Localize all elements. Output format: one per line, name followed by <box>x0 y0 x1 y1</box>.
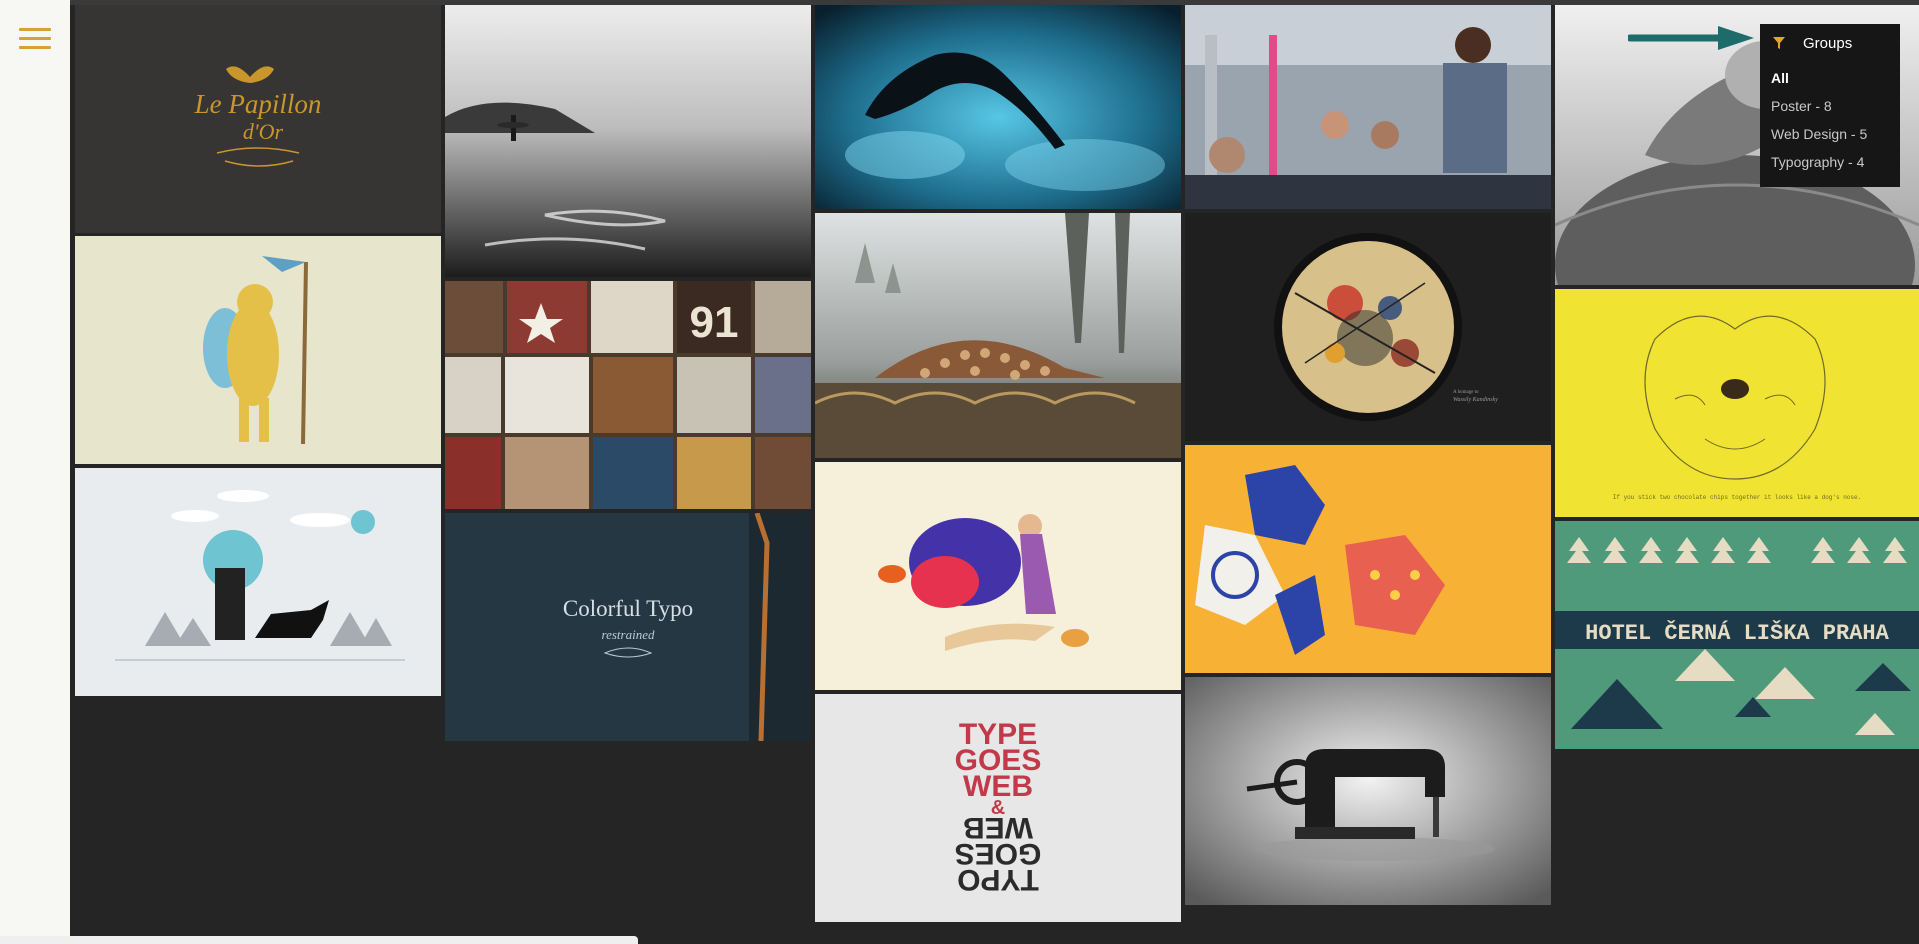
groups-filter-panel: Groups All Poster - 8 Web Design - 5 Typ… <box>1760 24 1900 187</box>
groups-filter-header[interactable]: Groups <box>1760 24 1900 64</box>
winter-artwork <box>75 468 441 696</box>
papillon-title: Le Papillon <box>194 89 322 119</box>
bulldog-caption: If you stick two chocolate chips togethe… <box>1613 494 1861 501</box>
hamburger-menu-icon[interactable] <box>19 28 51 52</box>
type-word-6: WEB <box>963 811 1033 844</box>
papillon-artwork: Le Papillon d'Or <box>75 5 441 233</box>
subway-photo <box>1185 5 1551 209</box>
filter-item-poster[interactable]: Poster - 8 <box>1771 92 1900 120</box>
filter-item-all[interactable]: All <box>1771 64 1900 92</box>
groups-filter-list: All Poster - 8 Web Design - 5 Typography… <box>1760 64 1900 176</box>
hotel-poster-artwork: HOTEL ČERNÁ LIŠKA PRAHA <box>1555 521 1919 749</box>
tile-papillon-dor[interactable]: Le Papillon d'Or <box>75 5 441 233</box>
tile-sewing-machine[interactable] <box>1185 677 1551 905</box>
tile-diver-clouds[interactable] <box>815 5 1181 209</box>
sewing-machine-photo <box>1185 677 1551 905</box>
portfolio-gallery: Le Papillon d'Or <box>70 5 1919 944</box>
filter-item-typography[interactable]: Typography - 4 <box>1771 148 1900 176</box>
tile-yeti-hiker[interactable] <box>75 236 441 464</box>
svg-text:91: 91 <box>690 298 739 347</box>
collage-photo: 91 <box>445 281 811 509</box>
tile-frog-girl[interactable] <box>815 462 1181 690</box>
kandinsky-caption-1: A homage to <box>1453 390 1479 395</box>
type-goes-web-artwork: TYPE GOES WEB & TYPO GOES WEB <box>815 694 1181 922</box>
browser-status-bar <box>0 936 638 944</box>
tile-winter-flute[interactable] <box>75 468 441 696</box>
frog-girl-artwork <box>815 462 1181 690</box>
tile-type-goes-web[interactable]: TYPE GOES WEB & TYPO GOES WEB <box>815 694 1181 922</box>
surfer-photo <box>445 5 811 277</box>
diver-photo <box>815 5 1181 209</box>
colorful-typo-artwork: Colorful Typo restrained <box>445 513 811 741</box>
kandinsky-caption-2: Wassily Kandinsky <box>1453 397 1498 403</box>
kandinsky-artwork: A homage to Wassily Kandinsky <box>1185 213 1551 441</box>
tile-kandinsky[interactable]: A homage to Wassily Kandinsky <box>1185 213 1551 441</box>
teal-arrow-pointer <box>1628 22 1758 54</box>
yeti-artwork <box>75 236 441 464</box>
tile-colorful-typo[interactable]: Colorful Typo restrained <box>445 513 811 741</box>
colorful-typo-subtitle: restrained <box>602 627 655 642</box>
groups-filter-title: Groups <box>1803 35 1852 52</box>
hotel-title: HOTEL ČERNÁ LIŠKA PRAHA <box>1585 620 1889 646</box>
log-pile-photo <box>815 213 1181 458</box>
tile-hotel-cerna-liska[interactable]: HOTEL ČERNÁ LIŠKA PRAHA <box>1555 521 1919 749</box>
filter-item-web-design[interactable]: Web Design - 5 <box>1771 120 1900 148</box>
funnel-filter-icon <box>1772 36 1786 50</box>
tile-poster-collage[interactable]: 91 <box>445 281 811 509</box>
tile-subway-passengers[interactable] <box>1185 5 1551 209</box>
tile-surfer-beach[interactable] <box>445 5 811 277</box>
tile-bulldog[interactable]: If you stick two chocolate chips togethe… <box>1555 289 1919 517</box>
sidebar <box>0 0 70 944</box>
colorful-typo-title: Colorful Typo <box>563 596 693 621</box>
papillon-subtitle: d'Or <box>243 119 284 144</box>
frogs-artwork <box>1185 445 1551 673</box>
tile-log-pile[interactable] <box>815 213 1181 458</box>
tile-frogs-orange[interactable] <box>1185 445 1551 673</box>
bulldog-artwork: If you stick two chocolate chips togethe… <box>1555 289 1919 517</box>
